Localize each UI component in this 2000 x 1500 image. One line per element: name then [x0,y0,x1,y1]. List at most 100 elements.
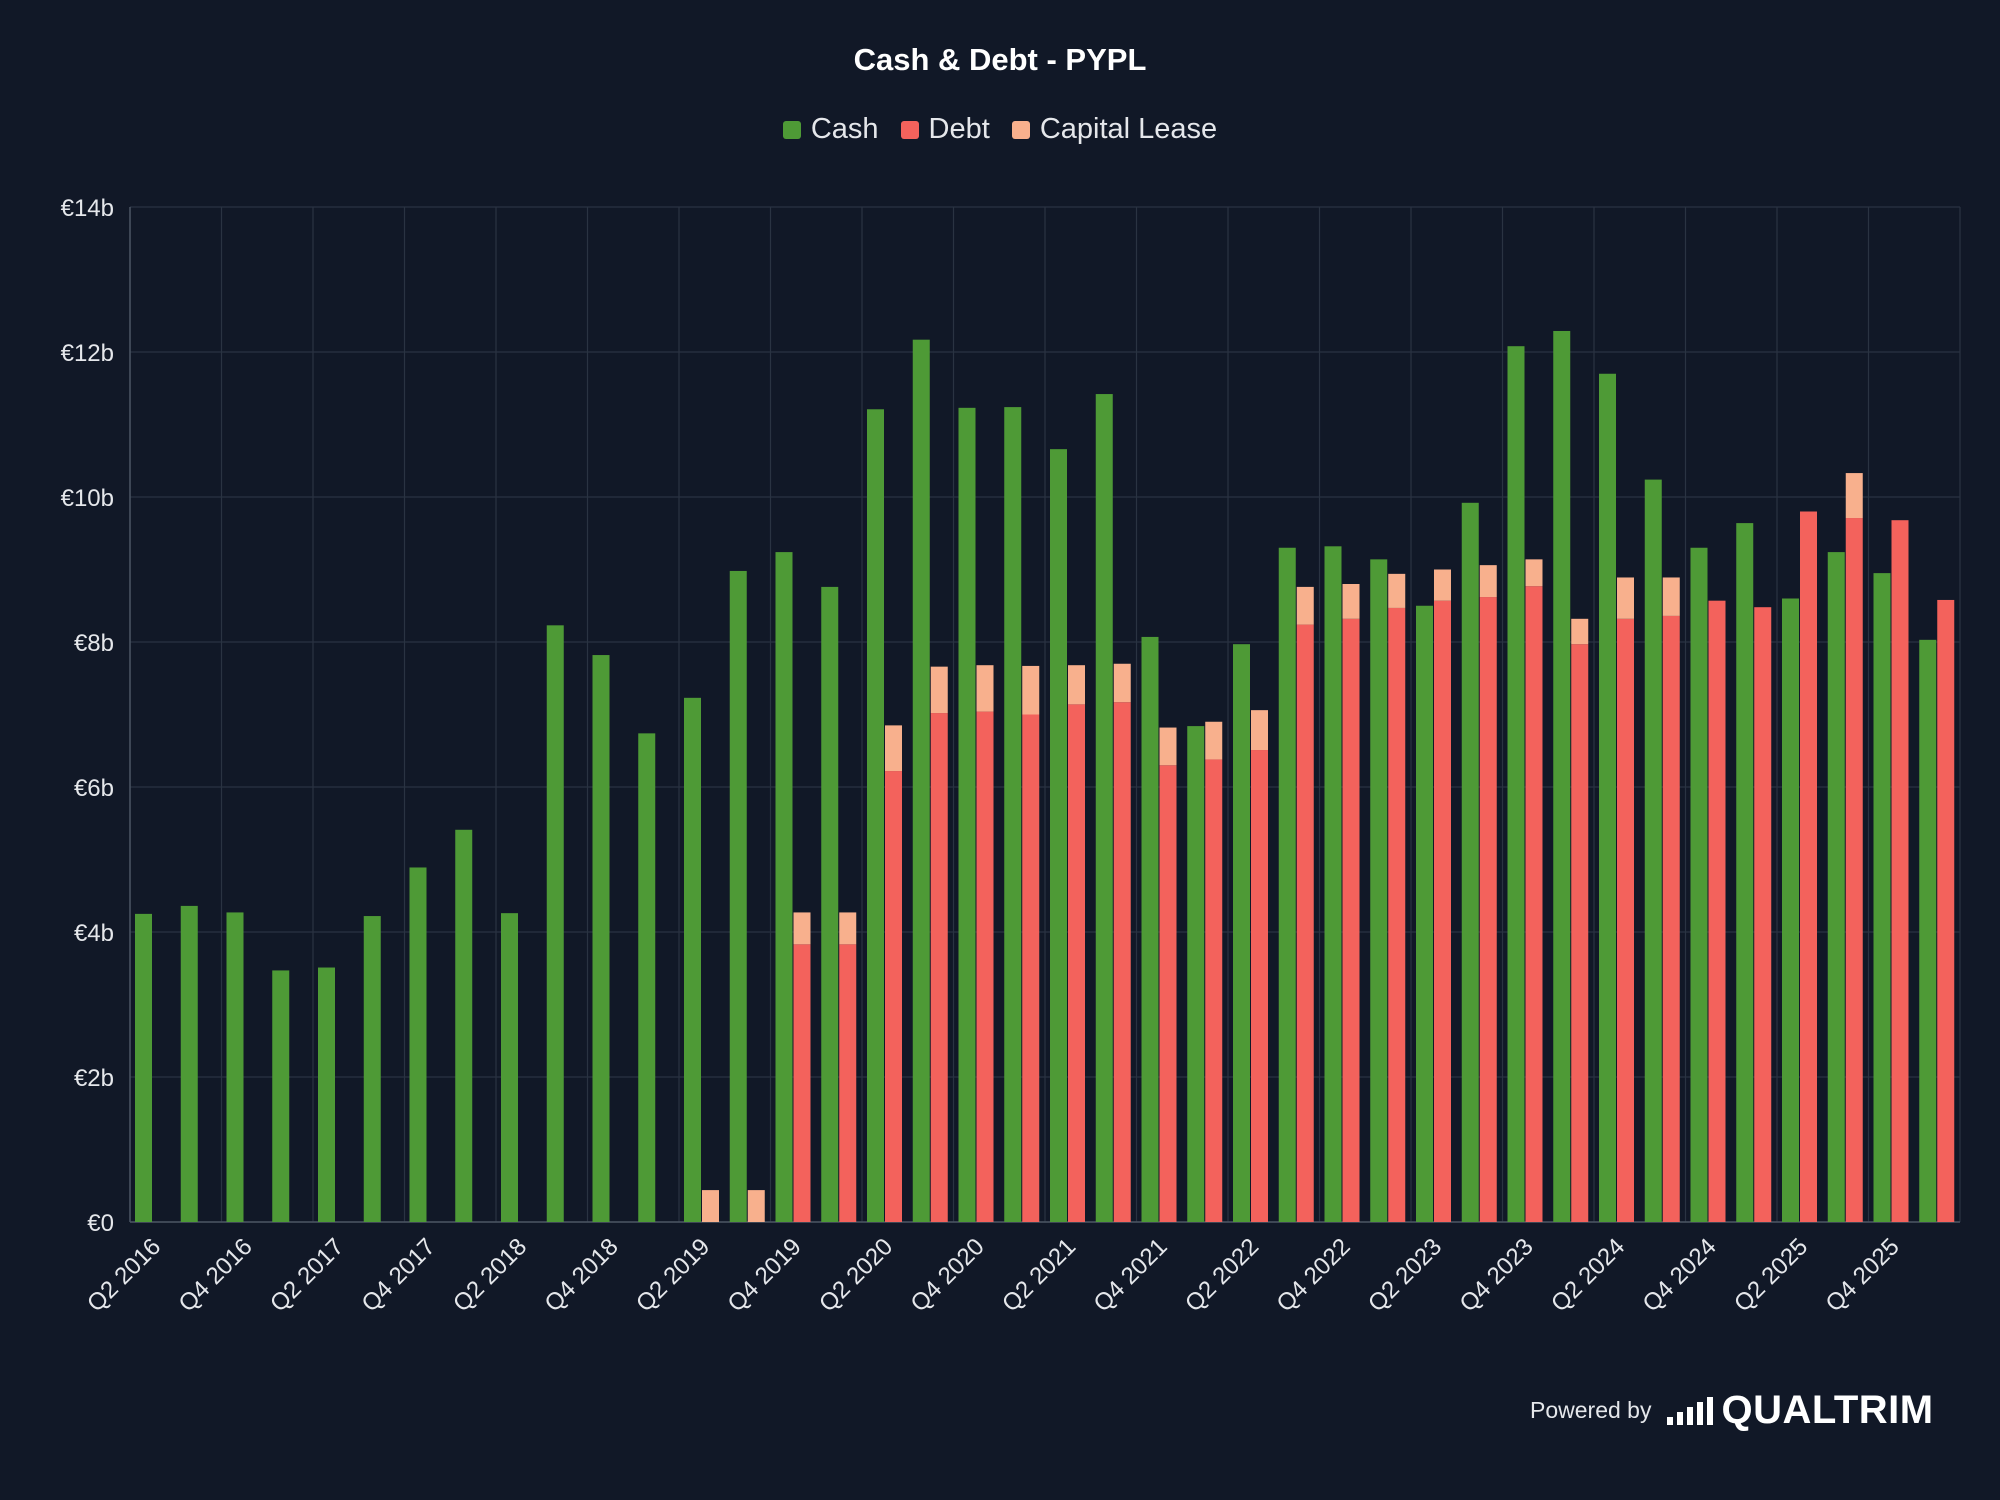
bar-debt [1662,615,1680,1222]
bar-cash [1278,547,1296,1222]
bar-capital-lease [793,912,811,945]
bar-capital-lease [1159,727,1177,766]
bar-cash [1233,644,1250,1222]
legend-item[interactable]: Debt [900,113,990,146]
bar-capital-lease [976,665,994,712]
bar-debt [1891,520,1909,1222]
x-tick-label: Q4 2020 [906,1233,990,1317]
bar-capital-lease [1617,577,1634,619]
bar-cash [1370,559,1388,1222]
bar-debt [930,713,948,1222]
bar-capital-lease [885,725,902,772]
bar-cash [638,733,656,1222]
y-tick-label: €4b [74,920,114,947]
y-tick-label: €14b [61,195,114,222]
bar-cash [1599,373,1616,1222]
x-tick-label: Q2 2019 [631,1233,715,1317]
brand-logo: QUALTRIM [1667,1388,1933,1433]
y-tick-label: €12b [61,340,114,367]
x-tick-label: Q2 2022 [1180,1233,1264,1317]
bar-capital-lease [702,1190,719,1222]
x-tick-label: Q2 2017 [265,1233,349,1317]
bar-cash [1690,547,1708,1222]
bar-debt [1159,765,1177,1222]
bar-cash [546,625,564,1222]
bar-capital-lease [1845,473,1863,519]
bar-debt [1708,600,1726,1222]
legend-label: Debt [928,113,990,145]
x-tick-label: Q2 2025 [1729,1233,1813,1317]
x-tick-label: Q2 2020 [814,1233,898,1317]
x-tick-label: Q4 2018 [540,1233,624,1317]
bar-debt [1479,597,1497,1222]
bar-capital-lease [930,666,948,714]
bar-cash [1553,330,1571,1223]
x-tick-label: Q4 2023 [1455,1233,1539,1317]
y-tick-label: €8b [74,630,114,657]
x-tick-label: Q4 2022 [1272,1233,1356,1317]
bar-cash [1050,449,1067,1222]
legend: Cash Debt Capital Lease [0,113,2000,146]
legend-label: Capital Lease [1039,113,1218,145]
legend-swatch [1011,120,1030,139]
powered-by-label: Powered by [1530,1397,1652,1423]
bar-cash [684,697,701,1222]
bar-cash [135,913,152,1222]
x-tick-label: Q2 2016 [82,1233,166,1317]
bar-debt [1296,624,1314,1222]
bar-cash [775,552,793,1222]
bar-capital-lease [839,912,857,945]
bar-cash [272,970,290,1222]
bar-capital-lease [1022,665,1040,715]
bar-cash [363,916,381,1222]
x-tick-label: Q4 2024 [1638,1233,1722,1317]
bar-debt [839,944,857,1222]
legend-swatch [900,120,919,139]
bar-capital-lease [1525,559,1543,587]
bar-debt [1434,600,1451,1222]
bar-cash [1461,502,1479,1222]
x-tick-label: Q4 2017 [357,1233,441,1317]
bar-capital-lease [1342,584,1360,619]
y-tick-label: €10b [61,485,114,512]
bar-cash [1004,407,1022,1223]
y-tick-label: €6b [74,775,114,802]
bar-capital-lease [1388,573,1406,608]
bar-debt [1068,704,1085,1222]
bar-debt [1205,759,1223,1222]
bar-cash [1644,479,1662,1223]
bar-cash [1919,639,1937,1222]
bar-cash [729,570,747,1222]
bar-capital-lease [747,1190,765,1222]
bar-capital-lease [1662,577,1680,616]
bar-cash [409,867,427,1222]
legend-item[interactable]: Cash [782,113,879,146]
bar-cash [1141,636,1159,1222]
x-tick-label: Q4 2021 [1089,1233,1173,1317]
y-tick-label: €0 [87,1210,114,1237]
bar-cash [1782,598,1799,1222]
bar-debt [1342,618,1360,1222]
bar-cash [958,407,976,1222]
legend-swatch [782,120,801,139]
bar-debt [1022,714,1040,1222]
bar-cash [318,967,335,1222]
bar-cash [180,905,198,1222]
legend-item[interactable]: Capital Lease [1011,113,1218,146]
bar-cash [1187,726,1205,1222]
bar-cash [821,586,839,1222]
bar-debt [1571,644,1589,1222]
x-tick-label: Q2 2018 [448,1233,532,1317]
x-tick-label: Q4 2025 [1821,1233,1905,1317]
bar-cash [1095,394,1113,1222]
bar-debt [1937,599,1955,1222]
bar-cash [867,409,884,1222]
x-tick-label: Q2 2023 [1363,1233,1447,1317]
bar-cash [592,655,610,1222]
bar-cash [1416,605,1433,1222]
bar-debt [885,771,902,1222]
legend-label: Cash [810,113,879,145]
y-tick-label: €2b [74,1065,114,1092]
x-tick-label: Q2 2021 [997,1233,1081,1317]
